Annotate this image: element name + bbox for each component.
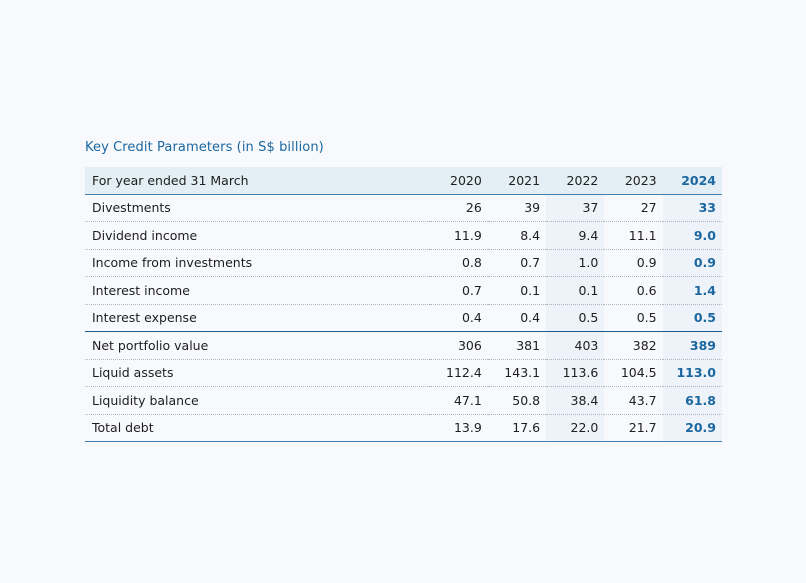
header-year-2023: 2023 [604,167,663,195]
cell-2022: 113.6 [546,359,605,387]
cell-2024: 113.0 [662,359,722,387]
cell-2023: 21.7 [604,414,663,442]
key-credit-parameters-table: For year ended 31 March 2020 2021 2022 2… [85,167,722,442]
cell-2021: 381 [487,331,547,360]
header-year-2022: 2022 [546,167,605,195]
table-row: Dividend income 11.9 8.4 9.4 11.1 9.0 [85,221,722,250]
cell-2020: 0.7 [429,276,488,305]
cell-2021: 0.7 [487,249,547,277]
table-row: Divestments 26 39 37 27 33 [85,194,722,222]
cell-2022: 22.0 [546,414,605,442]
cell-2020: 11.9 [429,221,488,250]
row-label: Net portfolio value [85,331,430,360]
cell-2020: 47.1 [429,386,488,415]
cell-2021: 0.1 [487,276,547,305]
table-header-row: For year ended 31 March 2020 2021 2022 2… [85,167,722,195]
header-label: For year ended 31 March [85,167,430,195]
cell-2020: 13.9 [429,414,488,442]
cell-2022: 0.1 [546,276,605,305]
header-year-2024: 2024 [662,167,722,195]
cell-2020: 112.4 [429,359,488,387]
table-row: Net portfolio value 306 381 403 382 389 [85,331,722,360]
cell-2021: 17.6 [487,414,547,442]
cell-2024: 9.0 [662,221,722,250]
cell-2020: 306 [429,331,488,360]
table-row: Total debt 13.9 17.6 22.0 21.7 20.9 [85,414,722,442]
table-row: Liquid assets 112.4 143.1 113.6 104.5 11… [85,359,722,387]
cell-2021: 50.8 [487,386,547,415]
header-year-2021: 2021 [487,167,547,195]
cell-2024: 389 [662,331,722,360]
cell-2024: 33 [662,194,722,222]
cell-2023: 0.5 [604,304,663,332]
cell-2024: 61.8 [662,386,722,415]
header-year-2020: 2020 [429,167,488,195]
row-label: Income from investments [85,249,430,277]
cell-2021: 0.4 [487,304,547,332]
cell-2024: 0.5 [662,304,722,332]
cell-2021: 8.4 [487,221,547,250]
cell-2020: 0.4 [429,304,488,332]
cell-2024: 0.9 [662,249,722,277]
row-label: Divestments [85,194,430,222]
row-label: Interest income [85,276,430,305]
cell-2021: 143.1 [487,359,547,387]
cell-2022: 403 [546,331,605,360]
cell-2023: 382 [604,331,663,360]
cell-2023: 11.1 [604,221,663,250]
row-label: Total debt [85,414,430,442]
row-label: Interest expense [85,304,430,332]
cell-2022: 38.4 [546,386,605,415]
cell-2020: 26 [429,194,488,222]
cell-2022: 0.5 [546,304,605,332]
cell-2023: 0.6 [604,276,663,305]
cell-2023: 27 [604,194,663,222]
cell-2021: 39 [487,194,547,222]
cell-2023: 0.9 [604,249,663,277]
cell-2024: 20.9 [662,414,722,442]
table-title: Key Credit Parameters (in S$ billion) [85,140,324,155]
row-label: Dividend income [85,221,430,250]
table-row: Income from investments 0.8 0.7 1.0 0.9 … [85,249,722,277]
table-row: Interest expense 0.4 0.4 0.5 0.5 0.5 [85,304,722,332]
cell-2023: 104.5 [604,359,663,387]
table-row: Interest income 0.7 0.1 0.1 0.6 1.4 [85,276,722,305]
cell-2023: 43.7 [604,386,663,415]
cell-2022: 37 [546,194,605,222]
cell-2022: 1.0 [546,249,605,277]
cell-2022: 9.4 [546,221,605,250]
row-label: Liquidity balance [85,386,430,415]
cell-2020: 0.8 [429,249,488,277]
cell-2024: 1.4 [662,276,722,305]
row-label: Liquid assets [85,359,430,387]
table-row: Liquidity balance 47.1 50.8 38.4 43.7 61… [85,386,722,415]
